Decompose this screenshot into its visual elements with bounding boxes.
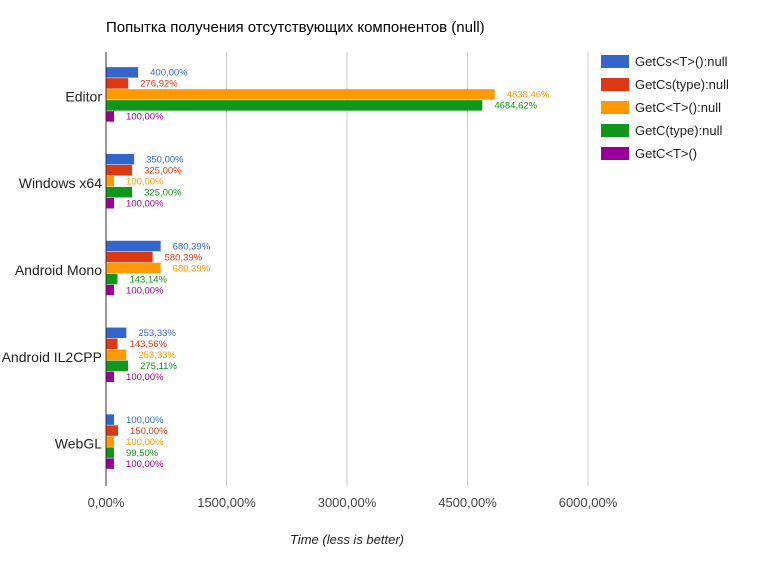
data-label: 325,00%: [144, 165, 182, 176]
legend-swatch: [601, 124, 629, 137]
data-label: 4838,46%: [507, 90, 550, 101]
bar: [106, 349, 127, 361]
bar: [106, 338, 118, 350]
legend-swatch: [601, 55, 629, 68]
x-tick-label: 0,00%: [88, 495, 125, 510]
legend-label: GetC<T>():null: [635, 100, 721, 115]
data-label: 350,00%: [146, 154, 184, 165]
bar: [106, 67, 139, 78]
category-label: WebGL: [55, 436, 102, 452]
x-tick-label: 1500,00%: [197, 495, 256, 510]
bar: [106, 100, 483, 111]
data-label: 580,39%: [165, 252, 203, 263]
bar: [106, 111, 115, 122]
bar: [106, 414, 115, 425]
data-label: 99,50%: [126, 448, 159, 459]
bar: [106, 153, 135, 165]
data-label: 275,11%: [140, 361, 177, 372]
bar: [106, 327, 127, 339]
category-label: Editor: [65, 88, 102, 104]
bar: [106, 197, 115, 209]
legend-label: GetC<T>(): [635, 146, 697, 161]
data-label: 4684,62%: [494, 101, 537, 112]
x-tick-label: 6000,00%: [559, 495, 618, 510]
data-label: 276,92%: [140, 79, 178, 90]
data-label: 150,00%: [130, 426, 168, 437]
chart-title: Попытка получения отсутствующих компонен…: [106, 19, 485, 36]
bar: [106, 186, 133, 198]
data-label: 680,39%: [173, 263, 211, 274]
data-label: 100,00%: [126, 437, 164, 448]
data-label: 100,00%: [126, 176, 164, 187]
data-label: 100,00%: [126, 372, 164, 383]
data-label: 325,00%: [144, 187, 182, 198]
data-label: 100,00%: [126, 415, 164, 426]
bar: [106, 284, 115, 296]
x-tick-label: 4500,00%: [438, 495, 497, 510]
legend-swatch: [601, 147, 629, 160]
bar: [106, 273, 118, 285]
bar: [106, 458, 115, 469]
x-tick-label: 3000,00%: [318, 495, 377, 510]
bar: [106, 447, 114, 458]
bar: [106, 262, 161, 274]
legend-swatch: [601, 78, 629, 91]
labels-layer: 400,00%276,92% 4838,46%4684,62% 100,00% 350…: [126, 68, 550, 470]
data-label: 143,56%: [130, 339, 168, 350]
legend-label: GetCs<T>():null: [635, 54, 728, 69]
bar: [106, 78, 129, 89]
bar: [106, 436, 115, 447]
data-label: 100,00%: [126, 285, 164, 296]
data-label: 100,00%: [126, 198, 164, 209]
legend: GetCs<T>():null GetCs(type):null GetC<T>()…: [601, 54, 729, 161]
data-label: 680,39%: [173, 241, 211, 252]
bars-layer: [106, 67, 495, 469]
grid-layer: [226, 52, 589, 486]
data-label: 400,00%: [150, 68, 188, 79]
category-label: Android Mono: [15, 262, 102, 278]
data-label: 100,00%: [126, 112, 164, 123]
legend-swatch: [601, 101, 629, 114]
axis-layer: 0,00% 1500,00% 3000,00% 4500,00% 6000,00% Edi…: [2, 52, 618, 510]
category-label: Windows x64: [19, 175, 102, 191]
legend-label: GetCs(type):null: [635, 77, 729, 92]
bar: [106, 425, 119, 436]
data-label: 253,33%: [138, 350, 176, 361]
bar: [106, 240, 161, 252]
bar: [106, 175, 115, 187]
bar: [106, 371, 115, 383]
bar: [106, 89, 495, 100]
data-label: 253,33%: [138, 328, 176, 339]
data-label: 143,14%: [129, 274, 167, 285]
category-label: Android IL2CPP: [2, 349, 102, 365]
bar: [106, 164, 133, 176]
bar: [106, 251, 153, 263]
legend-label: GetC(type):null: [635, 123, 723, 138]
x-axis-label: Time (less is better): [290, 532, 404, 547]
bar: [106, 360, 129, 372]
data-label: 100,00%: [126, 459, 164, 470]
